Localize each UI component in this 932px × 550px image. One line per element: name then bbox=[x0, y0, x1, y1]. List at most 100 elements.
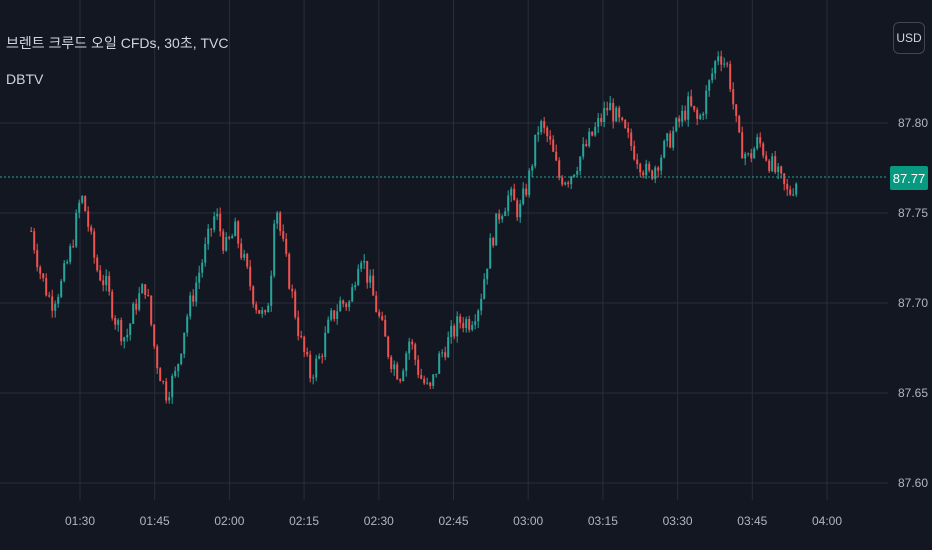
candle[interactable] bbox=[510, 186, 513, 202]
candle[interactable] bbox=[282, 224, 285, 242]
candle[interactable] bbox=[192, 289, 195, 307]
candle[interactable] bbox=[513, 183, 516, 201]
candle[interactable] bbox=[348, 299, 351, 312]
candle[interactable] bbox=[36, 243, 39, 272]
candle[interactable] bbox=[390, 355, 393, 373]
candle[interactable] bbox=[30, 226, 33, 233]
candle[interactable] bbox=[750, 148, 753, 163]
candle[interactable] bbox=[696, 107, 699, 126]
candle[interactable] bbox=[156, 344, 159, 374]
candle[interactable] bbox=[168, 391, 171, 404]
candle[interactable] bbox=[138, 287, 141, 312]
candle[interactable] bbox=[294, 288, 297, 320]
candle[interactable] bbox=[84, 195, 87, 212]
candle[interactable] bbox=[219, 207, 222, 237]
candle[interactable] bbox=[45, 273, 48, 297]
candle[interactable] bbox=[582, 137, 585, 160]
candle[interactable] bbox=[189, 291, 192, 320]
candle[interactable] bbox=[129, 322, 132, 341]
candle[interactable] bbox=[354, 281, 357, 291]
candle[interactable] bbox=[645, 159, 648, 179]
candle[interactable] bbox=[657, 165, 660, 178]
candle[interactable] bbox=[387, 335, 390, 360]
candle[interactable] bbox=[693, 105, 696, 113]
candle[interactable] bbox=[483, 273, 486, 300]
candle[interactable] bbox=[567, 180, 570, 188]
candle[interactable] bbox=[498, 209, 501, 224]
candle[interactable] bbox=[108, 271, 111, 296]
candle[interactable] bbox=[438, 351, 441, 375]
candle[interactable] bbox=[267, 302, 270, 313]
candle[interactable] bbox=[279, 211, 282, 236]
candle[interactable] bbox=[201, 259, 204, 278]
candle[interactable] bbox=[408, 337, 411, 360]
candle[interactable] bbox=[684, 105, 687, 122]
candle[interactable] bbox=[285, 233, 288, 257]
candle[interactable] bbox=[321, 353, 324, 364]
candle[interactable] bbox=[75, 209, 78, 249]
candle[interactable] bbox=[411, 339, 414, 350]
candle[interactable] bbox=[120, 317, 123, 346]
candle[interactable] bbox=[780, 165, 783, 179]
candle[interactable] bbox=[63, 260, 66, 283]
candle[interactable] bbox=[351, 283, 354, 303]
candle[interactable] bbox=[318, 353, 321, 360]
candle[interactable] bbox=[159, 367, 162, 382]
candle[interactable] bbox=[558, 157, 561, 181]
candle[interactable] bbox=[471, 321, 474, 332]
candle[interactable] bbox=[651, 169, 654, 181]
candle[interactable] bbox=[474, 314, 477, 330]
candle[interactable] bbox=[729, 60, 732, 93]
candle[interactable] bbox=[183, 332, 186, 359]
candle[interactable] bbox=[639, 162, 642, 177]
candle[interactable] bbox=[330, 307, 333, 322]
candle[interactable] bbox=[714, 59, 717, 80]
candle[interactable] bbox=[465, 316, 468, 333]
candle[interactable] bbox=[624, 119, 627, 129]
candle[interactable] bbox=[111, 289, 114, 321]
candle[interactable] bbox=[417, 355, 420, 379]
candle[interactable] bbox=[372, 269, 375, 296]
candle[interactable] bbox=[492, 236, 495, 248]
candle[interactable] bbox=[303, 335, 306, 358]
candle[interactable] bbox=[243, 249, 246, 261]
candle[interactable] bbox=[363, 254, 366, 269]
price-axis[interactable]: 87.80 87.75 87.70 87.65 87.60 bbox=[898, 116, 928, 490]
candle[interactable] bbox=[507, 190, 510, 217]
candle[interactable] bbox=[147, 288, 150, 297]
candle[interactable] bbox=[774, 150, 777, 175]
candle[interactable] bbox=[162, 380, 165, 385]
candle[interactable] bbox=[69, 243, 72, 265]
candle[interactable] bbox=[402, 368, 405, 382]
candle[interactable] bbox=[57, 293, 60, 308]
candle[interactable] bbox=[123, 336, 126, 349]
candle[interactable] bbox=[486, 268, 489, 285]
candle[interactable] bbox=[171, 373, 174, 404]
candle[interactable] bbox=[114, 315, 117, 330]
candle[interactable] bbox=[378, 309, 381, 319]
candle[interactable] bbox=[297, 310, 300, 341]
candle[interactable] bbox=[612, 98, 615, 129]
candle[interactable] bbox=[309, 350, 312, 383]
candle[interactable] bbox=[33, 228, 36, 254]
candle[interactable] bbox=[315, 354, 318, 382]
candle[interactable] bbox=[606, 101, 609, 116]
candle[interactable] bbox=[423, 375, 426, 385]
candle[interactable] bbox=[522, 182, 525, 206]
candle[interactable] bbox=[270, 270, 273, 312]
candle[interactable] bbox=[180, 353, 183, 366]
candle[interactable] bbox=[543, 117, 546, 134]
candle[interactable] bbox=[207, 224, 210, 250]
candle[interactable] bbox=[72, 239, 75, 249]
candle[interactable] bbox=[54, 300, 57, 318]
candle[interactable] bbox=[495, 213, 498, 246]
candle[interactable] bbox=[225, 232, 228, 252]
candle[interactable] bbox=[435, 373, 438, 378]
candle[interactable] bbox=[195, 276, 198, 307]
candle[interactable] bbox=[783, 173, 786, 191]
candle[interactable] bbox=[216, 208, 219, 220]
candle[interactable] bbox=[723, 57, 726, 68]
candle[interactable] bbox=[174, 366, 177, 378]
candle[interactable] bbox=[489, 233, 492, 269]
candle[interactable] bbox=[81, 195, 84, 205]
